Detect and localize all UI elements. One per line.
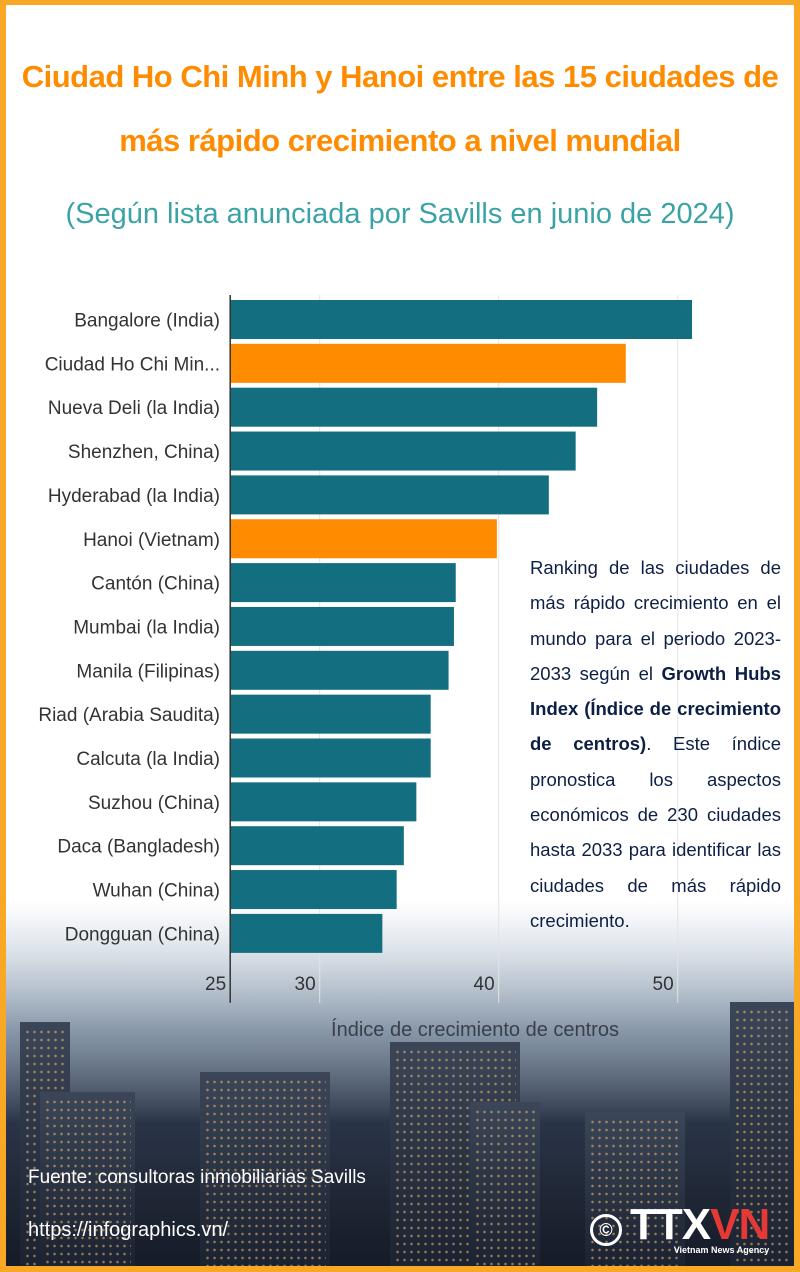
bar	[230, 913, 383, 953]
brand-name: TTXVN	[630, 1203, 770, 1247]
building-shape	[730, 1002, 794, 1272]
bar	[230, 431, 576, 471]
category-label: Suzhou (China)	[88, 793, 220, 814]
category-label: Cantón (China)	[91, 574, 220, 595]
x-axis-label: Índice de crecimiento de centros	[331, 1018, 619, 1040]
category-label: Bangalore (India)	[74, 311, 220, 332]
brand-suffix: VN	[710, 1200, 770, 1249]
note-text-before: Ranking de las ciudades de más rápido cr…	[530, 557, 781, 684]
category-label: Hanoi (Vietnam)	[83, 530, 220, 551]
x-tick-label: 30	[295, 974, 316, 995]
source-url-link[interactable]: https://infographics.vn/	[28, 1219, 229, 1241]
bar	[230, 650, 449, 690]
category-label: Hyderabad (la India)	[48, 486, 220, 507]
bar	[230, 738, 431, 778]
category-label: Calcuta (la India)	[76, 749, 220, 770]
bar	[230, 387, 598, 427]
bar	[230, 606, 454, 646]
copyright-icon: ©	[590, 1214, 622, 1246]
bar-chart: Bangalore (India) Ciudad Ho Chi Min... Nue…	[38, 295, 693, 1040]
note-bold-text: Growth Hubs Index (Índice de crecimiento…	[530, 662, 781, 755]
category-label: Shenzhen, China)	[68, 442, 220, 463]
page-title: Ciudad Ho Chi Minh y Hanoi entre las 15 …	[0, 45, 800, 173]
building-shape	[200, 1072, 330, 1272]
category-label: Riad (Arabia Saudita)	[38, 705, 220, 726]
x-tick-label: 40	[474, 974, 495, 995]
category-label: Daca (Bangladesh)	[57, 837, 220, 858]
bar	[230, 563, 456, 603]
ttxvn-logo: © TTXVN Vietnam News Agency	[590, 1203, 770, 1256]
bar	[230, 870, 397, 910]
category-label: Ciudad Ho Chi Min...	[45, 354, 220, 375]
bar	[230, 782, 417, 822]
note-text-after: . Este índice pronostica los aspectos ec…	[530, 733, 782, 931]
category-label: Manila (Filipinas)	[76, 661, 220, 682]
category-label: Dongguan (China)	[65, 924, 220, 945]
source-text: Fuente: consultoras inmobiliarias Savill…	[28, 1167, 366, 1188]
category-label: Nueva Deli (la India)	[48, 398, 220, 419]
bar	[230, 694, 431, 734]
brand-prefix: TTX	[630, 1200, 711, 1249]
category-label: Wuhan (China)	[93, 881, 220, 902]
x-tick-label: 50	[653, 974, 674, 995]
title-line-1: Ciudad Ho Chi Minh y Hanoi entre las 15 …	[21, 59, 779, 94]
chart-note: Ranking de las ciudades de más rápido cr…	[530, 550, 781, 938]
bar	[230, 475, 549, 515]
building-shape	[470, 1102, 540, 1272]
category-label: Mumbai (la India)	[73, 617, 220, 638]
bar	[230, 300, 693, 339]
bar	[230, 519, 497, 559]
x-tick-label: 25	[205, 974, 226, 995]
title-line-2: más rápido crecimiento a nivel mundial	[119, 123, 681, 158]
building-shape	[40, 1092, 135, 1272]
bar	[230, 826, 404, 866]
brand-tagline: Vietnam News Agency	[673, 1245, 770, 1255]
brand-block: TTXVN Vietnam News Agency	[630, 1203, 770, 1256]
subtitle: (Según lista anunciada por Savills en ju…	[65, 198, 735, 230]
bar	[230, 343, 626, 383]
